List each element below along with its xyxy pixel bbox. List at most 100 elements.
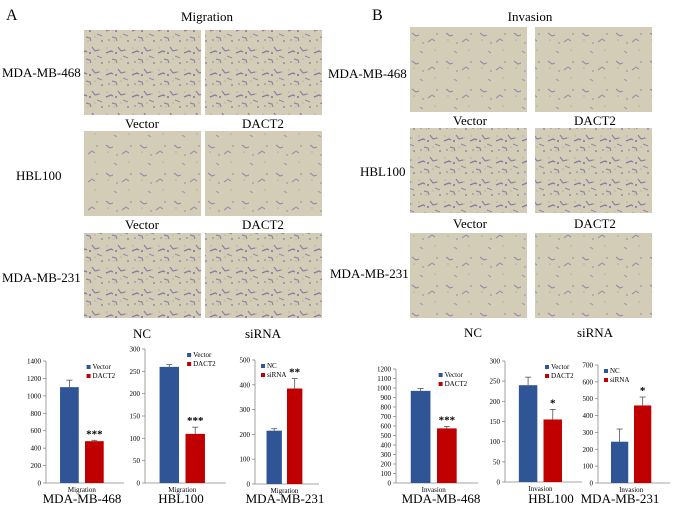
significance-stars: *** (187, 415, 204, 427)
column-caption: Vector (125, 116, 160, 131)
y-tick-label: 1000 (27, 392, 42, 400)
y-tick-label: 0 (497, 479, 501, 487)
chart-cell-line-label: MDA-MB-468 (402, 491, 481, 506)
y-tick-label: 600 (31, 427, 42, 435)
micrograph (205, 233, 322, 318)
y-tick-label: 200 (490, 398, 501, 406)
y-tick-label: 700 (583, 362, 594, 370)
column-caption: NC (464, 325, 482, 340)
legend-entry: DACT2 (445, 380, 468, 388)
bar-dact2 (185, 433, 205, 483)
x-category-label: Invasion (619, 486, 644, 494)
micrograph (410, 233, 527, 318)
legend-swatch (187, 353, 192, 357)
legend-swatch (438, 382, 443, 386)
y-tick-label: 100 (130, 435, 141, 443)
bar-sirna (634, 405, 652, 483)
significance-stars: * (550, 397, 556, 409)
x-category-label: Invasion (528, 485, 553, 493)
y-tick-label: 1100 (377, 375, 391, 383)
chart-cell-line-label: MDA-MB-231 (581, 491, 660, 506)
bar-nc (610, 441, 629, 483)
micrograph (84, 131, 201, 216)
chart-cell-line-label: MDA-MB-468 (43, 491, 122, 506)
row-label: HBL100 (16, 168, 62, 183)
y-tick-label: 200 (240, 431, 251, 439)
bar-vector (410, 390, 431, 483)
y-tick-label: 250 (490, 378, 501, 386)
y-tick-label: 100 (583, 463, 594, 471)
panel-b: B Invasion MDA-MB-468 Vector DACT2 HBL10… (328, 7, 652, 340)
y-tick-label: 1200 (377, 366, 392, 374)
row-label: MDA-MB-468 (328, 66, 407, 81)
y-tick-label: 150 (130, 413, 141, 421)
row-label: HBL100 (360, 164, 406, 179)
panel-b-letter: B (372, 7, 383, 24)
bar-sirna (287, 388, 303, 484)
column-caption: DACT2 (242, 116, 284, 131)
micrograph (410, 128, 527, 213)
panel-a-title: Migration (181, 9, 233, 24)
legend-swatch (545, 374, 550, 378)
legend-swatch (261, 373, 265, 377)
y-tick-label: 700 (381, 413, 392, 421)
micrograph (535, 233, 652, 318)
y-tick-label: 1000 (377, 385, 392, 393)
y-tick-label: 500 (240, 357, 251, 365)
bar-vector (159, 366, 180, 483)
column-caption: siRNA (245, 326, 282, 341)
row-label: MDA-MB-468 (2, 65, 81, 80)
panel-a-letter: A (6, 7, 18, 24)
column-caption: Vector (125, 217, 160, 232)
legend-swatch (261, 364, 265, 368)
column-caption: NC (133, 326, 151, 341)
column-caption: DACT2 (242, 217, 284, 232)
column-caption: DACT2 (574, 113, 616, 128)
y-tick-label: 150 (490, 418, 501, 426)
bar-dact2 (437, 428, 457, 483)
y-tick-label: 1400 (27, 358, 42, 366)
y-tick-label: 1200 (27, 375, 42, 383)
y-tick-label: 800 (31, 410, 42, 418)
y-tick-label: 300 (490, 358, 501, 366)
legend-entry: siRNA (610, 376, 629, 384)
bar-dact2 (85, 441, 104, 483)
legend-entry: DACT2 (551, 372, 574, 380)
y-tick-label: 0 (388, 480, 392, 488)
y-tick-label: 0 (137, 480, 141, 488)
micrograph (535, 128, 652, 213)
legend-swatch (187, 362, 192, 366)
legend-swatch (604, 369, 608, 373)
y-tick-label: 400 (31, 445, 42, 453)
legend-entry: Vector (445, 371, 464, 379)
legend-entry: DACT2 (93, 372, 116, 380)
panel-a: A Migration MDA-MB-468 Vector DACT2 HBL1… (2, 7, 322, 341)
y-tick-label: 300 (240, 406, 251, 414)
y-tick-label: 200 (381, 461, 392, 469)
bar-vector (518, 385, 538, 482)
legend-entry: Vector (193, 351, 212, 359)
panel-b-title: Invasion (508, 9, 553, 24)
micrograph (205, 30, 322, 115)
y-tick-label: 500 (381, 432, 392, 440)
x-category-label: Migration (68, 486, 96, 494)
chart-cell-line-label: MDA-MB-231 (246, 491, 325, 506)
y-tick-label: 400 (381, 442, 392, 450)
significance-stars: * (640, 385, 646, 397)
y-tick-label: 800 (381, 404, 392, 412)
y-tick-label: 600 (583, 378, 594, 386)
legend-swatch (438, 373, 443, 377)
legend-entry: siRNA (267, 371, 286, 379)
y-tick-label: 300 (583, 429, 594, 437)
y-tick-label: 100 (381, 470, 392, 478)
column-caption: Vector (453, 113, 488, 128)
chart-cell-line-label: HBL100 (528, 491, 574, 506)
column-caption: Vector (453, 216, 488, 231)
